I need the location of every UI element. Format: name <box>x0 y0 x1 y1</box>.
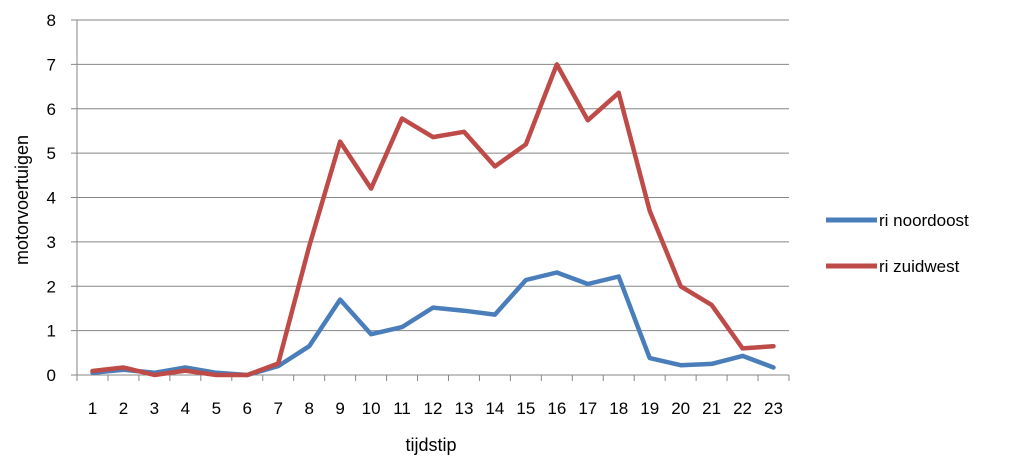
x-tick-label: 4 <box>181 399 190 418</box>
x-tick-label: 18 <box>609 399 628 418</box>
gridlines <box>71 19 790 381</box>
x-tick-label: 10 <box>362 399 381 418</box>
y-tick-label: 0 <box>47 366 56 385</box>
x-tick-label: 13 <box>454 399 473 418</box>
y-axis-title: motorvoertuigen <box>12 135 32 265</box>
y-tick-label: 4 <box>47 189 56 208</box>
x-tick-label: 17 <box>578 399 597 418</box>
legend: ri noordoost ri zuidwest <box>826 211 969 276</box>
x-tick-label: 3 <box>150 399 159 418</box>
legend-label-ri-zuidwest: ri zuidwest <box>879 257 960 276</box>
x-tick-label: 15 <box>516 399 535 418</box>
x-tick-label: 20 <box>671 399 690 418</box>
x-tick-label: 16 <box>547 399 566 418</box>
y-tick-label: 7 <box>47 55 56 74</box>
y-tick-label: 1 <box>47 322 56 341</box>
y-tick-label: 8 <box>47 11 56 30</box>
x-tick-label: 8 <box>304 399 313 418</box>
x-tick-label: 12 <box>424 399 443 418</box>
x-tick-label: 1 <box>88 399 97 418</box>
x-tick-label: 19 <box>640 399 659 418</box>
x-tick-label: 21 <box>702 399 721 418</box>
x-tick-label: 5 <box>212 399 221 418</box>
y-tick-labels: 0 1 2 3 4 5 6 7 8 <box>47 11 56 385</box>
series-line-ri-noordoost <box>90 270 776 378</box>
x-tick-label: 6 <box>243 399 252 418</box>
y-tick-label: 2 <box>47 277 56 296</box>
x-tick-label: 7 <box>273 399 282 418</box>
y-tick-label: 6 <box>47 100 56 119</box>
y-tick-label: 5 <box>47 144 56 163</box>
x-tick-label: 14 <box>485 399 504 418</box>
series-lines <box>90 62 776 378</box>
x-tick-label: 11 <box>393 399 411 418</box>
x-axis-title: tijdstip <box>405 435 456 455</box>
x-tick-label: 22 <box>733 399 752 418</box>
series-line-ri-zuidwest <box>90 62 776 378</box>
x-tick-labels: 1 2 3 4 5 6 7 8 9 10 11 12 13 14 15 16 17 18 19 20 21 22 23 <box>88 399 783 418</box>
x-tick-label: 9 <box>335 399 344 418</box>
x-tick-label: 23 <box>764 399 783 418</box>
y-tick-label: 3 <box>47 233 56 252</box>
legend-label-ri-noordoost: ri noordoost <box>879 211 969 230</box>
x-tick-label: 2 <box>119 399 128 418</box>
